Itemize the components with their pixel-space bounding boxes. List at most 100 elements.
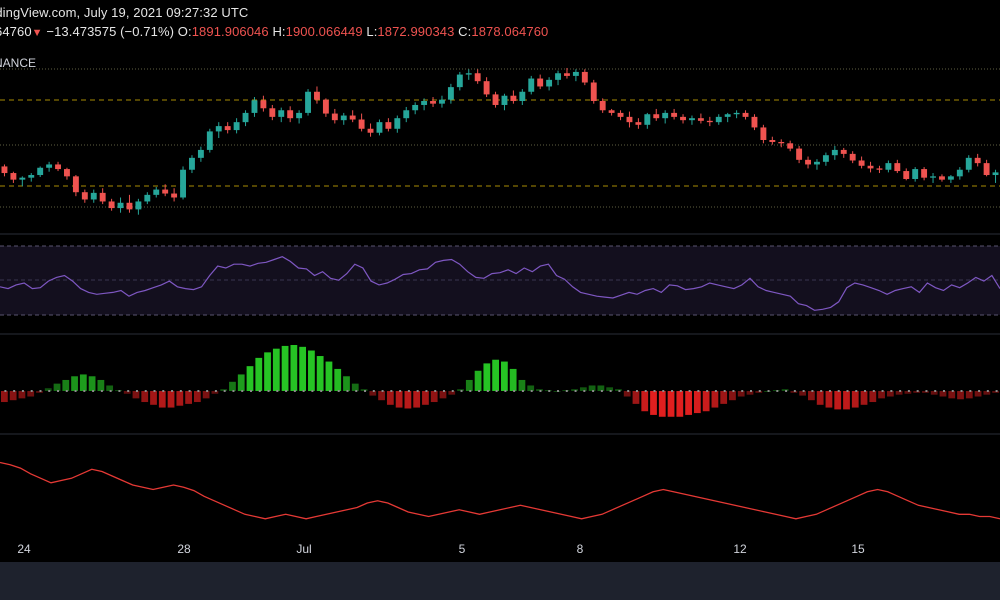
candle [912,167,919,182]
oscillator-bar-up [272,348,280,391]
oscillator-zero-dot [960,390,963,392]
candle-body [144,194,151,202]
candle-body [171,193,178,198]
oscillator-bar-up [764,391,771,392]
candle-body [885,163,892,170]
candle [64,167,70,180]
bottom-toolbar [0,562,1000,600]
oscillator-bar-up [229,381,236,391]
candle-body [483,81,490,95]
candle-body [189,157,195,170]
candle-body [349,115,356,120]
candle [180,166,186,200]
candle-body [412,104,419,111]
oscillator-zero-dot [916,390,919,392]
oscillator-zero-dot [83,390,86,392]
oscillator-bar-up [465,379,473,391]
oscillator-zero-dot [557,390,560,392]
oscillator-zero-dot [539,390,542,392]
oscillator-bar-up [237,374,245,391]
candle [939,174,945,182]
candle-body [55,164,61,170]
oscillator-bar-down [711,391,719,408]
oscillator-zero-dot [671,390,674,392]
chart-canvas[interactable] [0,0,1000,536]
candle [814,159,820,170]
open-value: 1891.906046 [191,24,269,39]
oscillator-zero-dot [302,390,305,392]
candle [751,114,758,131]
candle-body [180,169,186,198]
oscillator-zero-dot [986,390,989,392]
candle-body [242,112,249,123]
oscillator-zero-dot [328,390,331,392]
candle [278,107,285,123]
candle [215,122,222,139]
candle [706,116,713,127]
oscillator-bar-up [527,385,535,391]
oscillator-zero-dot [214,390,217,392]
candle [894,159,901,174]
oscillator-zero-dot [100,390,103,392]
candle-body [162,189,169,194]
candle-body [519,91,526,102]
candle-body [680,116,686,121]
time-axis[interactable]: 24 28 Jul 5 8 12 15 [0,536,1000,562]
oscillator-zero-dot [188,390,191,392]
oscillator-zero-dot [890,390,893,392]
oscillator-bar-down [895,391,903,395]
oscillator-bar-down [913,391,921,393]
candle [947,175,954,183]
candle [331,108,338,124]
candle-body [956,169,963,177]
candle-body [581,71,588,83]
oscillator-bar-down [9,391,17,401]
oscillator-zero-dot [521,390,524,392]
oscillator-zero-dot [706,390,709,392]
oscillator-zero-dot [741,390,744,392]
oscillator-bar-down [737,391,745,397]
oscillator-zero-dot [714,390,717,392]
oscillator-zero-dot [942,390,945,392]
candle-body [724,114,731,117]
candle-body [983,163,990,176]
oscillator-bar-down [141,391,149,403]
candle-body [72,176,79,193]
candle [1,164,8,177]
oscillator-bar-down [825,391,833,408]
oscillator-zero-dot [618,390,621,392]
candle-body [733,112,740,115]
oscillator-zero-dot [250,390,252,392]
candle [394,115,401,133]
oscillator-zero-dot [206,390,209,392]
candle-body [805,159,811,165]
oscillator-zero-dot [469,390,472,392]
oscillator-zero-dot [758,390,761,392]
candle [903,168,910,181]
oscillator-bar-down [983,391,991,395]
oscillator-zero-dot [442,390,445,392]
candle-body [117,202,124,209]
oscillator-zero-dot [732,390,735,392]
oscillator-bar-down [211,391,219,394]
candle [555,70,561,86]
candle [662,110,669,124]
high-value: 1900.066449 [285,24,363,39]
oscillator-zero-dot [565,390,568,392]
candle [715,114,722,125]
candle-body [876,168,883,170]
candle-body [501,95,508,105]
ohlc-legend: 64760▼ −13.473575 (−0.71%) O:1891.906046… [0,24,548,39]
close-value: 1878.064760 [471,24,549,39]
oscillator-zero-dot [574,390,577,392]
oscillator-zero-dot [530,390,533,392]
candle [456,71,463,91]
oscillator-zero-dot [688,390,691,392]
candle-body [296,112,303,119]
candle [117,197,124,213]
time-tick-label: 8 [576,542,584,556]
low-label: L: [366,24,378,39]
candle-body [367,128,374,133]
candle-body [912,169,919,179]
candle [840,147,847,158]
